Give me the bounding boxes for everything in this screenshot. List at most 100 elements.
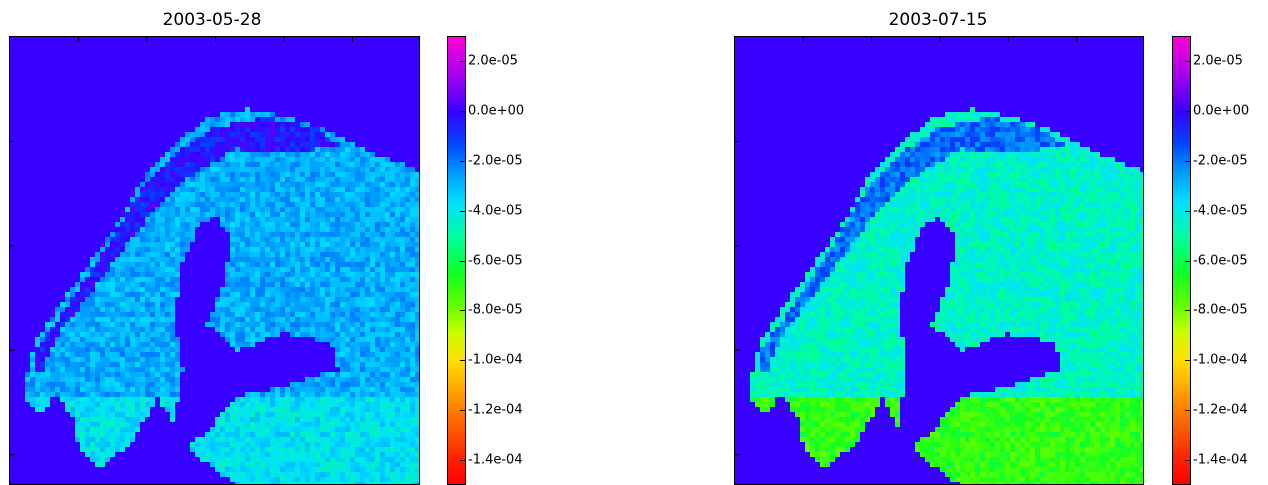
heatmap-cell [315,417,320,422]
heatmap-cell [325,432,330,437]
heatmap-cell [120,292,125,297]
heatmap-cell [405,392,410,397]
heatmap-cell [1015,207,1020,212]
heatmap-cell [975,132,980,137]
heatmap-cell [380,262,385,267]
heatmap-cell [930,167,935,172]
heatmap-cell [875,187,880,192]
heatmap-cell [330,372,335,377]
heatmap-cell [365,267,370,272]
heatmap-cell [265,312,270,317]
heatmap-cell [230,122,235,127]
heatmap-cell [275,157,280,162]
heatmap-cell [140,232,145,237]
heatmap-cell [280,272,285,277]
heatmap-cell [1040,167,1045,172]
heatmap-cell [400,212,405,217]
heatmap-cell [240,432,245,437]
heatmap-cell [215,437,220,442]
heatmap-cell [875,212,880,217]
heatmap-cell [245,402,250,407]
heatmap-cell [395,307,400,312]
heatmap-cell [935,192,940,197]
heatmap-cell [245,277,250,282]
heatmap-cell [1060,207,1065,212]
heatmap-cell [30,382,35,387]
heatmap-cell [360,407,365,412]
heatmap-cell [205,157,210,162]
heatmap-cell [275,222,280,227]
heatmap-cell [265,182,270,187]
heatmap-cell [295,267,300,272]
heatmap-cell [305,332,310,337]
heatmap-cell [380,182,385,187]
heatmap-cell [140,242,145,247]
heatmap-cell [980,212,985,217]
heatmap-cell [250,137,255,142]
heatmap-cell [155,197,160,202]
heatmap-cell [105,267,110,272]
heatmap-cell [165,252,170,257]
heatmap-cell [320,292,325,297]
heatmap-cell [225,142,230,147]
heatmap-cell [335,387,340,392]
heatmap-cell [340,217,345,222]
heatmap-cell [260,307,265,312]
heatmap-cell [325,227,330,232]
heatmap-cell [365,202,370,207]
heatmap-cell [205,442,210,447]
heatmap-cell [175,367,180,372]
heatmap-cell [385,172,390,177]
heatmap-cell [255,252,260,257]
heatmap-cell [215,462,220,467]
heatmap-cell [405,287,410,292]
heatmap-cell [1130,192,1135,197]
heatmap-cell [255,122,260,127]
heatmap-cell [310,407,315,412]
heatmap-cell [300,257,305,262]
heatmap-cell [1050,157,1055,162]
heatmap-cell [1115,202,1120,207]
heatmap-cell [225,432,230,437]
heatmap-cell [415,172,419,177]
heatmap-cell [290,462,295,467]
heatmap-cell [60,387,65,392]
heatmap-cell [295,247,300,252]
heatmap-cell [155,252,160,257]
heatmap-cell [160,387,165,392]
heatmap-cell [375,322,380,327]
heatmap-cell [385,247,390,252]
heatmap-cell [35,337,40,342]
heatmap-cell [145,217,150,222]
heatmap-cell [345,282,350,287]
heatmap-cell [415,382,419,387]
heatmap-cell [355,322,360,327]
heatmap-cell [370,442,375,447]
heatmap-cell [905,172,910,177]
heatmap-cell [410,237,415,242]
heatmap-cell [325,417,330,422]
heatmap-cell [245,342,250,347]
heatmap-cell [375,407,380,412]
heatmap-cell [230,267,235,272]
heatmap-cell [275,247,280,252]
heatmap-cell [230,187,235,192]
heatmap-cell [335,422,340,427]
heatmap-cell [295,407,300,412]
heatmap-cell [175,257,180,262]
heatmap-cell [340,142,345,147]
heatmap-cell [1020,222,1025,227]
heatmap-cell [285,327,290,332]
heatmap-cell [260,422,265,427]
heatmap-cell [320,407,325,412]
heatmap-cell [1045,172,1050,177]
heatmap-cell [110,322,115,327]
heatmap-cell [1025,162,1030,167]
heatmap-cell [255,232,260,237]
heatmap-cell [130,207,135,212]
heatmap-cell [190,442,195,447]
heatmap-cell [335,207,340,212]
heatmap-cell [120,377,125,382]
heatmap-cell [320,332,325,337]
heatmap-cell [260,252,265,257]
